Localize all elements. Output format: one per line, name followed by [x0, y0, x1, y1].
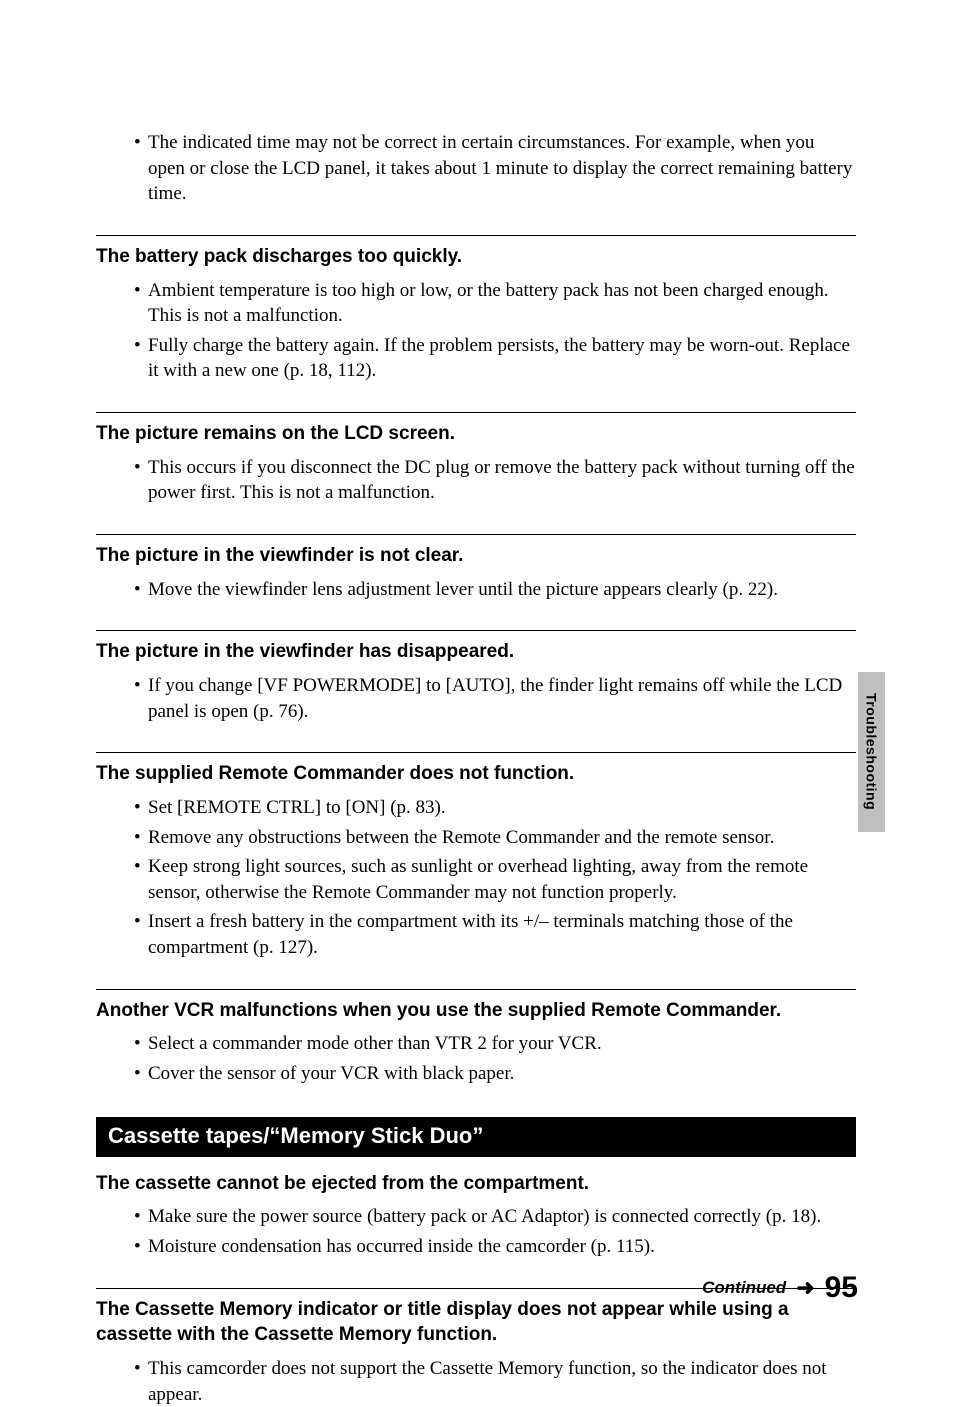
- troubleshoot-section: The battery pack discharges too quickly.…: [96, 235, 856, 384]
- troubleshoot-section: The supplied Remote Commander does not f…: [96, 752, 856, 960]
- side-tab: Troubleshooting: [858, 672, 885, 832]
- list-item: Make sure the power source (battery pack…: [134, 1204, 856, 1230]
- list-item: Set [REMOTE CTRL] to [ON] (p. 83).: [134, 795, 856, 821]
- list-item: Moisture condensation has occurred insid…: [134, 1234, 856, 1260]
- bullet-list: This camcorder does not support the Cass…: [96, 1356, 856, 1407]
- section-heading: The picture in the viewfinder has disapp…: [96, 639, 856, 665]
- list-item: If you change [VF POWERMODE] to [AUTO], …: [134, 673, 856, 724]
- troubleshoot-section: The picture in the viewfinder is not cle…: [96, 534, 856, 602]
- list-item: The indicated time may not be correct in…: [134, 130, 856, 207]
- continued-label: Continued: [702, 1278, 786, 1298]
- list-item: Keep strong light sources, such as sunli…: [134, 854, 856, 905]
- list-item: Ambient temperature is too high or low, …: [134, 278, 856, 329]
- section-heading: The picture in the viewfinder is not cle…: [96, 543, 856, 569]
- troubleshoot-section: The picture remains on the LCD screen. T…: [96, 412, 856, 506]
- list-item: Fully charge the battery again. If the p…: [134, 333, 856, 384]
- section-heading: The supplied Remote Commander does not f…: [96, 761, 856, 787]
- bullet-list: This occurs if you disconnect the DC plu…: [96, 455, 856, 506]
- bullet-list: Set [REMOTE CTRL] to [ON] (p. 83). Remov…: [96, 795, 856, 961]
- troubleshoot-section: The cassette cannot be ejected from the …: [96, 1171, 856, 1260]
- arrow-icon: ➜: [796, 1277, 814, 1299]
- intro-section: The indicated time may not be correct in…: [96, 130, 856, 207]
- list-item: This camcorder does not support the Cass…: [134, 1356, 856, 1407]
- list-item: This occurs if you disconnect the DC plu…: [134, 455, 856, 506]
- bullet-list: Ambient temperature is too high or low, …: [96, 278, 856, 385]
- intro-list: The indicated time may not be correct in…: [96, 130, 856, 207]
- troubleshoot-section: The Cassette Memory indicator or title d…: [96, 1288, 856, 1407]
- section-heading: The picture remains on the LCD screen.: [96, 421, 856, 447]
- list-item: Select a commander mode other than VTR 2…: [134, 1031, 856, 1057]
- list-item: Remove any obstructions between the Remo…: [134, 825, 856, 851]
- troubleshoot-section: The picture in the viewfinder has disapp…: [96, 630, 856, 724]
- list-item: Move the viewfinder lens adjustment leve…: [134, 577, 856, 603]
- section-heading: Another VCR malfunctions when you use th…: [96, 998, 856, 1024]
- section-heading: The battery pack discharges too quickly.: [96, 244, 856, 270]
- troubleshoot-section: Another VCR malfunctions when you use th…: [96, 989, 856, 1087]
- side-tab-label: Troubleshooting: [864, 693, 880, 810]
- list-item: Insert a fresh battery in the compartmen…: [134, 909, 856, 960]
- section-heading: The cassette cannot be ejected from the …: [96, 1171, 856, 1197]
- page-footer: Continued ➜ 95: [702, 1271, 858, 1305]
- bullet-list: Move the viewfinder lens adjustment leve…: [96, 577, 856, 603]
- page-content: The indicated time may not be correct in…: [96, 130, 856, 1407]
- bullet-list: Select a commander mode other than VTR 2…: [96, 1031, 856, 1086]
- bullet-list: Make sure the power source (battery pack…: [96, 1204, 856, 1259]
- bullet-list: If you change [VF POWERMODE] to [AUTO], …: [96, 673, 856, 724]
- section-banner: Cassette tapes/“Memory Stick Duo”: [96, 1117, 856, 1157]
- page-number: 95: [825, 1271, 858, 1305]
- list-item: Cover the sensor of your VCR with black …: [134, 1061, 856, 1087]
